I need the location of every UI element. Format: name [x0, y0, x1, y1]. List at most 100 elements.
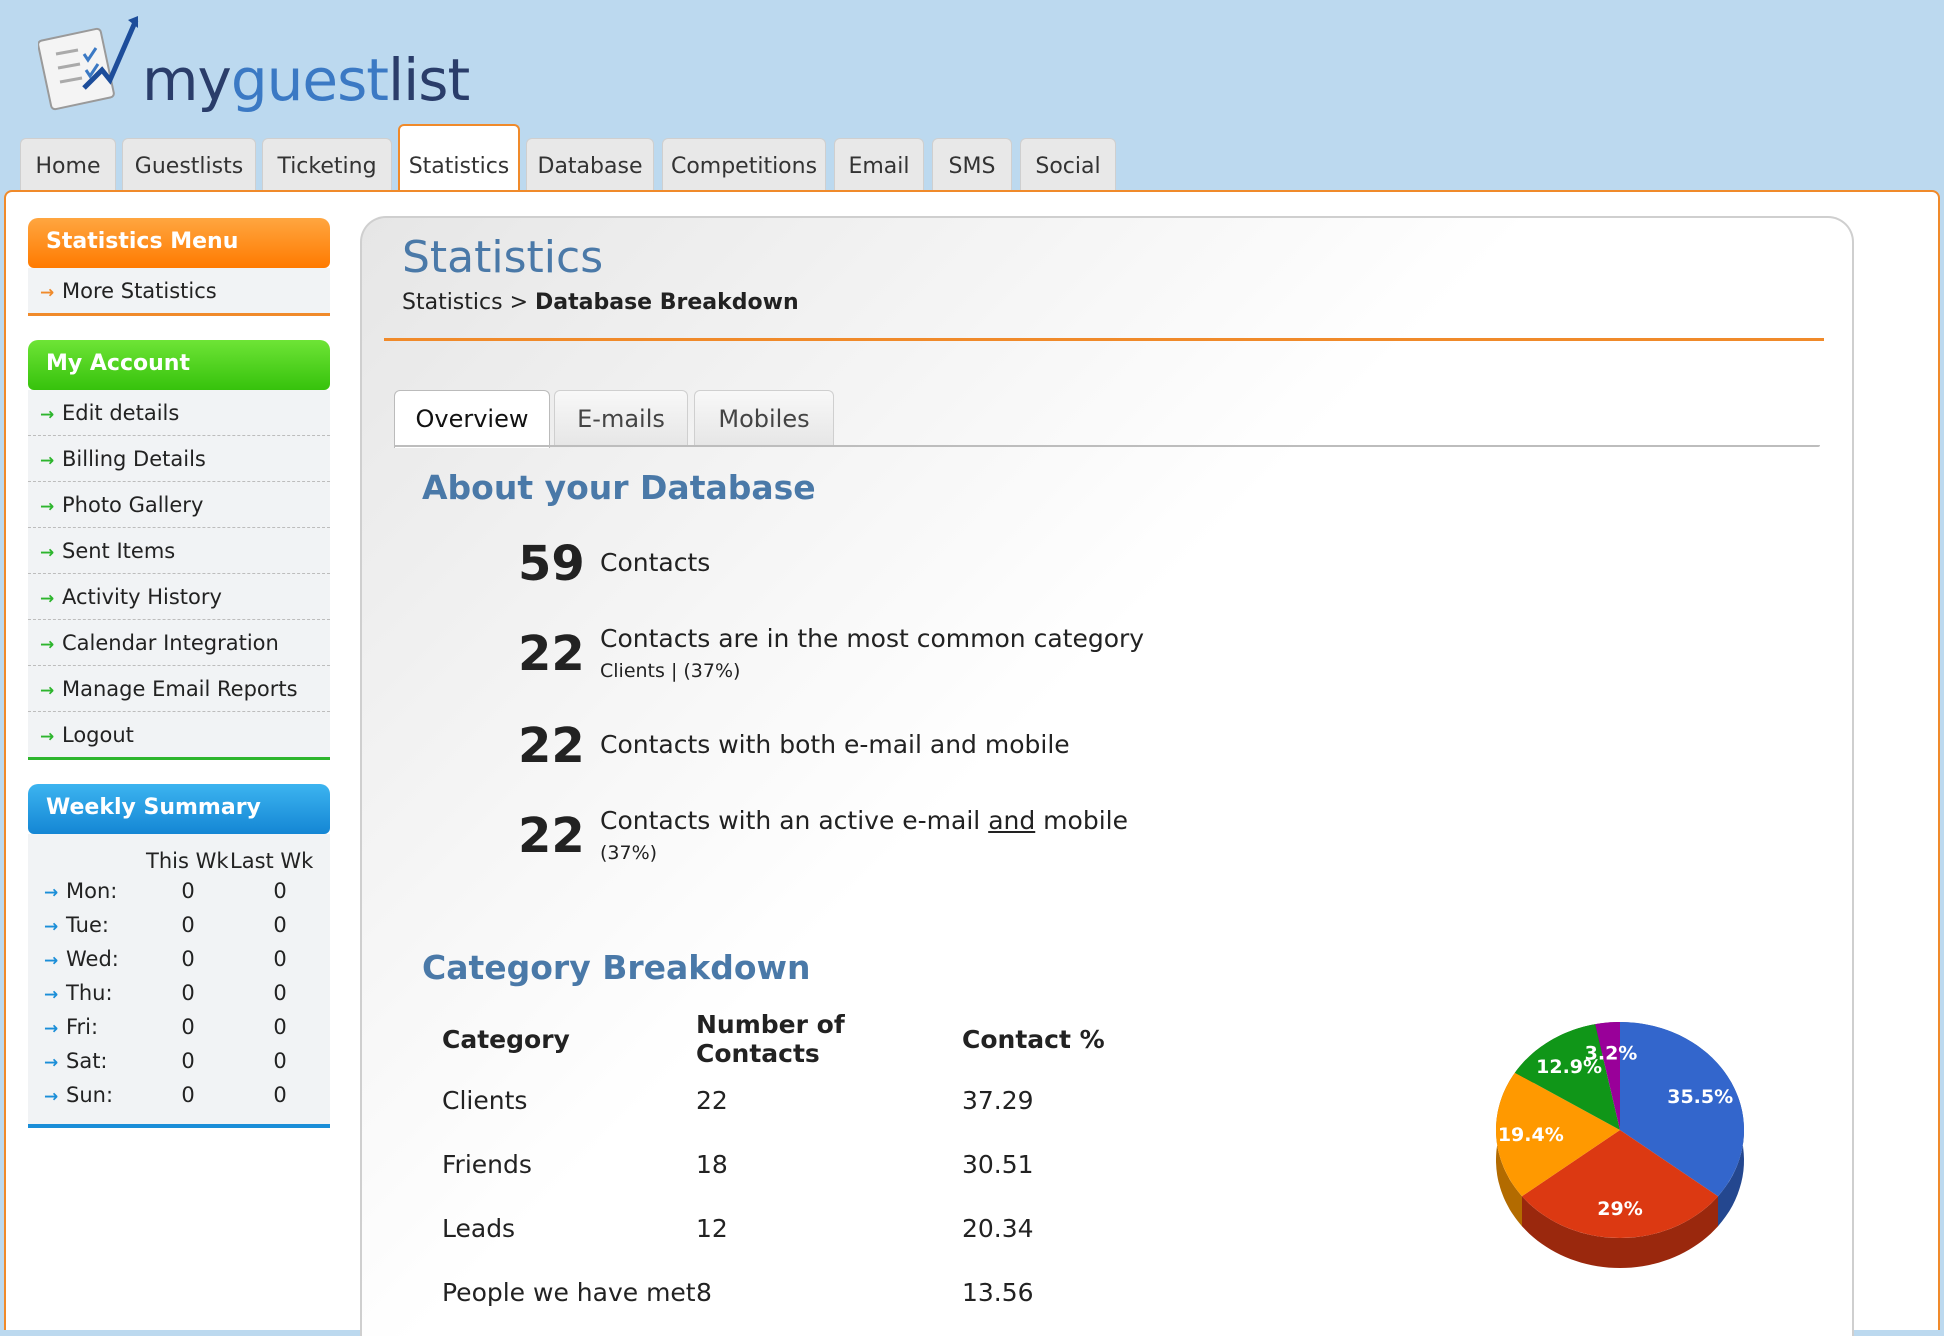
pie-slice[interactable]	[1496, 1072, 1620, 1197]
tab-email[interactable]: Email	[834, 138, 924, 190]
arrow-right-icon: →	[44, 1087, 59, 1107]
breadcrumb-root[interactable]: Statistics	[402, 290, 503, 315]
sidebar-item-manage-email-reports[interactable]: → Manage Email Reports	[28, 666, 330, 712]
weekly-summary-title: Weekly Summary	[28, 784, 330, 834]
weekly-summary-table: This Wk Last Wk → Mon: 0 0 → Tue: 0 0 → Wed: 0 0 → Th…	[44, 848, 330, 1112]
weekly-last-week-value: 0	[273, 1015, 287, 1039]
sidebar-item-logout[interactable]: → Logout	[28, 712, 330, 757]
sidebar-item-billing-details[interactable]: → Billing Details	[28, 436, 330, 482]
page-title: Statistics	[402, 232, 604, 283]
arrow-right-icon: →	[40, 283, 55, 303]
weekly-summary: Weekly Summary This Wk Last Wk → Mon: 0 0 → T…	[28, 784, 330, 1128]
weekly-day: → Wed:	[44, 947, 119, 971]
sidebar-item-activity-history[interactable]: → Activity History	[28, 574, 330, 620]
category-table: Category Number of Contacts Contact % Cl…	[442, 1010, 1112, 1324]
weekly-last-week-value: 0	[273, 981, 287, 1005]
account-menu: My Account → Edit details → Billing Detail…	[28, 340, 330, 760]
weekly-row: → Mon: 0 0	[44, 874, 330, 908]
weekly-day: → Fri:	[44, 1015, 99, 1039]
pie-slice-side	[1522, 1196, 1718, 1268]
arrow-right-icon: →	[40, 727, 55, 747]
divider	[384, 338, 1824, 341]
subtab-underline	[394, 445, 1820, 447]
table-row: Leads 12 20.34	[442, 1196, 1112, 1260]
account-menu-title: My Account	[28, 340, 330, 390]
weekly-this-week-value: 0	[181, 1083, 195, 1107]
logo-text: myguestlist	[142, 46, 470, 114]
tab-statistics[interactable]: Statistics	[398, 124, 520, 194]
pie-slice[interactable]	[1514, 1024, 1620, 1130]
sidebar-item-photo-gallery[interactable]: → Photo Gallery	[28, 482, 330, 528]
table-row: Clients 22 37.29	[442, 1068, 1112, 1132]
arrow-right-icon: →	[44, 1019, 59, 1039]
weekly-this-week-value: 0	[181, 947, 195, 971]
weekly-day: → Tue:	[44, 913, 109, 937]
arrow-right-icon: →	[40, 405, 55, 425]
tab-e-mails[interactable]: E-mails	[554, 390, 688, 446]
weekly-last-week-value: 0	[273, 879, 287, 903]
sidebar-item-edit-details[interactable]: → Edit details	[28, 390, 330, 436]
col-header-category: Category	[442, 1024, 570, 1054]
tab-social[interactable]: Social	[1020, 138, 1116, 190]
stat-subtext: Clients | (37%)	[600, 660, 741, 682]
arrow-right-icon: →	[44, 951, 59, 971]
tab-guestlists[interactable]: Guestlists	[122, 138, 256, 190]
pie-slice-label: 35.5%	[1667, 1086, 1733, 1108]
pie-slice[interactable]	[1595, 1022, 1620, 1130]
stat-value: 22	[518, 808, 585, 864]
pie-slice[interactable]	[1522, 1130, 1718, 1238]
col-last-week: Last Wk	[230, 849, 314, 873]
tab-sms[interactable]: SMS	[932, 138, 1012, 190]
tab-database[interactable]: Database	[526, 138, 654, 190]
pie-slice[interactable]	[1620, 1022, 1744, 1197]
weekly-day: → Thu:	[44, 981, 113, 1005]
weekly-this-week-value: 0	[181, 913, 195, 937]
cell-number-of-contacts: 8	[696, 1277, 712, 1307]
about-database-title: About your Database	[422, 468, 816, 507]
weekly-day: → Sun:	[44, 1083, 114, 1107]
stat-value: 22	[518, 626, 585, 682]
sidebar-item-sent-items[interactable]: → Sent Items	[28, 528, 330, 574]
weekly-last-week-value: 0	[273, 947, 287, 971]
arrow-right-icon: →	[40, 543, 55, 563]
weekly-this-week-value: 0	[181, 981, 195, 1005]
col-this-week: This Wk	[146, 849, 229, 873]
tab-mobiles[interactable]: Mobiles	[694, 390, 834, 446]
cell-category: Clients	[442, 1085, 528, 1115]
weekly-row: → Sun: 0 0	[44, 1078, 330, 1112]
arrow-right-icon: →	[40, 635, 55, 655]
cell-category: Leads	[442, 1213, 516, 1243]
weekly-day: → Mon:	[44, 879, 118, 903]
sidebar-item-more-statistics[interactable]: → More Statistics	[28, 268, 330, 313]
arrow-right-icon: →	[44, 917, 59, 937]
tab-competitions[interactable]: Competitions	[662, 138, 826, 190]
weekly-day: → Sat:	[44, 1049, 108, 1073]
stat-description: Contacts with an active e-mail and mobil…	[600, 806, 1128, 835]
cell-number-of-contacts: 22	[696, 1085, 728, 1115]
cell-category: People we have met	[442, 1277, 696, 1307]
cell-contact-percent: 13.56	[962, 1277, 1034, 1307]
weekly-this-week-value: 0	[181, 879, 195, 903]
tab-overview[interactable]: Overview	[394, 390, 550, 448]
arrow-right-icon: →	[40, 589, 55, 609]
pie-slice-label: 19.4%	[1498, 1124, 1564, 1146]
weekly-row: → Sat: 0 0	[44, 1044, 330, 1078]
logo[interactable]: myguestlist	[38, 14, 470, 114]
stat-description: Contacts are in the most common category	[600, 624, 1145, 653]
sidebar-item-calendar-integration[interactable]: → Calendar Integration	[28, 620, 330, 666]
weekly-row: → Fri: 0 0	[44, 1010, 330, 1044]
cell-number-of-contacts: 18	[696, 1149, 728, 1179]
col-header-contact-percent: Contact %	[962, 1024, 1105, 1054]
weekly-row: → Wed: 0 0	[44, 942, 330, 976]
arrow-right-icon: →	[44, 1053, 59, 1073]
cell-contact-percent: 37.29	[962, 1085, 1034, 1115]
tab-home[interactable]: Home	[20, 138, 116, 190]
arrow-right-icon: →	[40, 681, 55, 701]
cell-contact-percent: 30.51	[962, 1149, 1034, 1179]
table-row: People we have met 8 13.56	[442, 1260, 1112, 1324]
pie-slice-label: 29%	[1597, 1198, 1642, 1220]
tab-ticketing[interactable]: Ticketing	[262, 138, 392, 190]
weekly-this-week-value: 0	[181, 1049, 195, 1073]
stat-value: 59	[518, 536, 585, 592]
weekly-last-week-value: 0	[273, 913, 287, 937]
